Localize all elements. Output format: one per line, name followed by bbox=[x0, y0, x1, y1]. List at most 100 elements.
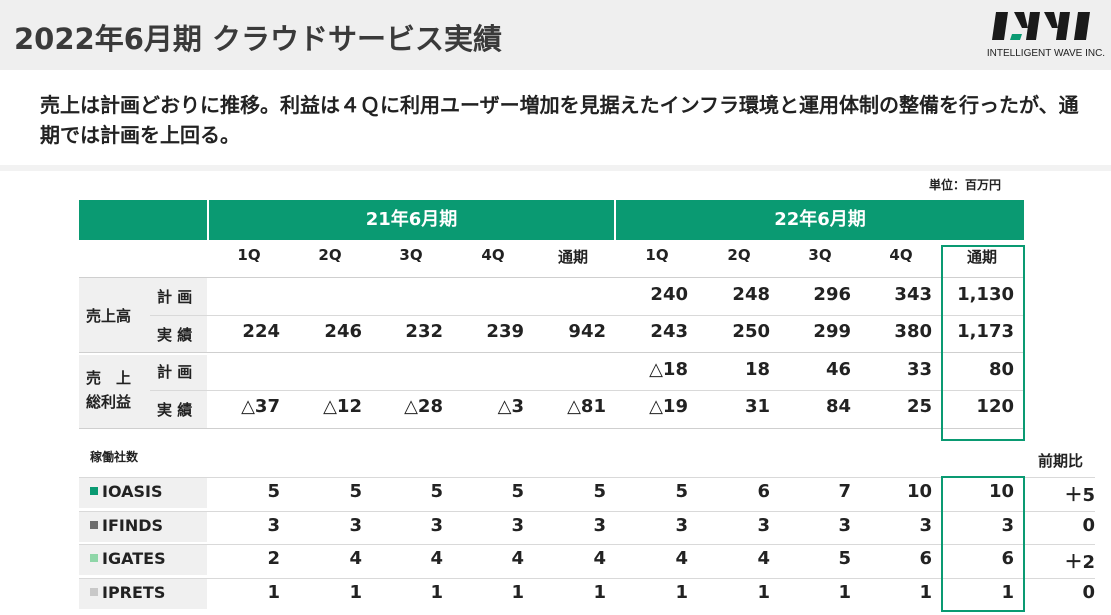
gp-plan-cell: 80 bbox=[988, 359, 1014, 380]
row-divider bbox=[79, 578, 1095, 579]
client-count-cell: 10 bbox=[906, 481, 932, 502]
gp-actual-cell: 25 bbox=[906, 396, 932, 417]
client-count-cell: 1 bbox=[757, 582, 770, 603]
client-count-cell: 4 bbox=[511, 548, 524, 569]
client-count-cell: 4 bbox=[675, 548, 688, 569]
gp-actual-label: 実 績 bbox=[157, 401, 193, 419]
service-color-marker bbox=[90, 554, 98, 562]
row-divider bbox=[79, 428, 1024, 429]
service-name: IFINDS bbox=[90, 516, 163, 535]
row-divider bbox=[79, 352, 1024, 353]
service-name: IOASIS bbox=[90, 482, 163, 501]
gp-plan-cell: 18 bbox=[744, 359, 770, 380]
sales-label: 売上高 bbox=[86, 307, 132, 325]
service-color-marker bbox=[90, 487, 98, 495]
sales-actual-cell: 380 bbox=[894, 321, 932, 342]
row-divider bbox=[79, 277, 1024, 278]
row-divider bbox=[79, 477, 1095, 478]
client-count-cell: 4 bbox=[757, 548, 770, 569]
gp-actual-cell: 120 bbox=[976, 396, 1014, 417]
yoy-diff-cell: ＋5 bbox=[1064, 485, 1095, 506]
sales-actual-cell: 239 bbox=[486, 321, 524, 342]
quarter-header: 2Q bbox=[318, 246, 342, 264]
company-logo: INTELLIGENT WAVE INC. bbox=[986, 4, 1106, 66]
fy22-total-highlight bbox=[941, 245, 1025, 441]
gp-actual-cell: △81 bbox=[567, 396, 606, 417]
quarter-header: 1Q bbox=[645, 246, 669, 264]
sales-actual-label: 実 績 bbox=[157, 326, 193, 344]
quarter-header: 1Q bbox=[237, 246, 261, 264]
service-color-marker bbox=[90, 588, 98, 596]
gp-actual-cell: △3 bbox=[497, 396, 524, 417]
client-count-cell: 6 bbox=[757, 481, 770, 502]
unit-label: 単位：百万円 bbox=[929, 178, 1002, 192]
gp-actual-cell: 84 bbox=[825, 396, 851, 417]
divider bbox=[0, 165, 1111, 171]
sales-actual-cell: 243 bbox=[650, 321, 688, 342]
client-count-cell: 3 bbox=[919, 515, 932, 536]
client-count-cell: 1 bbox=[919, 582, 932, 603]
yoy-diff-cell: 0 bbox=[1082, 515, 1095, 536]
client-count-cell: 1 bbox=[430, 582, 443, 603]
header-divider bbox=[207, 200, 209, 240]
gp-actual-cell: △12 bbox=[323, 396, 362, 417]
gp-plan-cell: 33 bbox=[906, 359, 932, 380]
client-count-cell: 4 bbox=[430, 548, 443, 569]
client-count-cell: 3 bbox=[838, 515, 851, 536]
client-count-cell: 7 bbox=[838, 481, 851, 502]
gp-plan-label: 計 画 bbox=[157, 363, 193, 381]
client-count-cell: 5 bbox=[838, 548, 851, 569]
sales-actual-cell: 246 bbox=[324, 321, 362, 342]
sales-plan-label: 計 画 bbox=[157, 288, 193, 306]
client-count-cell: 5 bbox=[430, 481, 443, 502]
quarter-header: 通期 bbox=[557, 248, 588, 266]
client-count-cell: 1 bbox=[1001, 582, 1014, 603]
service-label-band bbox=[79, 545, 207, 575]
sales-actual-cell: 232 bbox=[405, 321, 443, 342]
gp-actual-cell: △28 bbox=[404, 396, 443, 417]
gp-actual-cell: △19 bbox=[649, 396, 688, 417]
row-divider bbox=[150, 390, 1024, 391]
row-divider bbox=[79, 511, 1095, 512]
logo-mark-icon bbox=[992, 12, 1090, 40]
clients-section-title: 稼働社数 bbox=[90, 450, 139, 464]
service-name: IPRETS bbox=[90, 583, 165, 602]
client-count-cell: 3 bbox=[511, 515, 524, 536]
period-label-fy21: 21年6月期 bbox=[365, 209, 458, 230]
sales-actual-cell: 299 bbox=[813, 321, 851, 342]
sales-plan-cell: 240 bbox=[650, 284, 688, 305]
gp-actual-cell: △37 bbox=[241, 396, 280, 417]
sales-actual-cell: 1,173 bbox=[957, 321, 1014, 342]
page-title: 2022年6月期 クラウドサービス実績 bbox=[14, 22, 502, 56]
gp-label-band bbox=[79, 355, 207, 429]
sales-actual-cell: 250 bbox=[732, 321, 770, 342]
client-count-cell: 5 bbox=[349, 481, 362, 502]
gp-label-line2: 総利益 bbox=[86, 393, 132, 411]
yoy-diff-cell: 0 bbox=[1082, 582, 1095, 603]
client-count-cell: 5 bbox=[267, 481, 280, 502]
client-count-cell: 4 bbox=[349, 548, 362, 569]
header-divider bbox=[614, 200, 616, 240]
client-count-cell: 1 bbox=[838, 582, 851, 603]
gp-label-line1: 売 上 bbox=[86, 369, 132, 387]
client-count-cell: 3 bbox=[593, 515, 606, 536]
client-count-cell: 1 bbox=[593, 582, 606, 603]
summary-text: 売上は計画どおりに推移。利益は４Ｑに利用ユーザー増加を見据えたインフラ環境と運用… bbox=[40, 93, 1079, 147]
title-bar bbox=[0, 0, 1111, 70]
sales-plan-cell: 343 bbox=[894, 284, 932, 305]
client-count-cell: 6 bbox=[919, 548, 932, 569]
gp-plan-cell: 46 bbox=[825, 359, 851, 380]
client-count-cell: 6 bbox=[1001, 548, 1014, 569]
clients-total-highlight bbox=[941, 476, 1025, 612]
client-count-cell: 1 bbox=[511, 582, 524, 603]
client-count-cell: 3 bbox=[349, 515, 362, 536]
row-divider bbox=[150, 315, 1024, 316]
logo-text: INTELLIGENT WAVE INC. bbox=[986, 48, 1106, 59]
quarter-header: 4Q bbox=[889, 246, 913, 264]
sales-actual-cell: 942 bbox=[568, 321, 606, 342]
yoy-header: 前期比 bbox=[1038, 452, 1084, 470]
service-name: IGATES bbox=[90, 549, 166, 568]
quarter-header: 3Q bbox=[808, 246, 832, 264]
client-count-cell: 3 bbox=[757, 515, 770, 536]
service-name-text: IFINDS bbox=[102, 516, 164, 535]
